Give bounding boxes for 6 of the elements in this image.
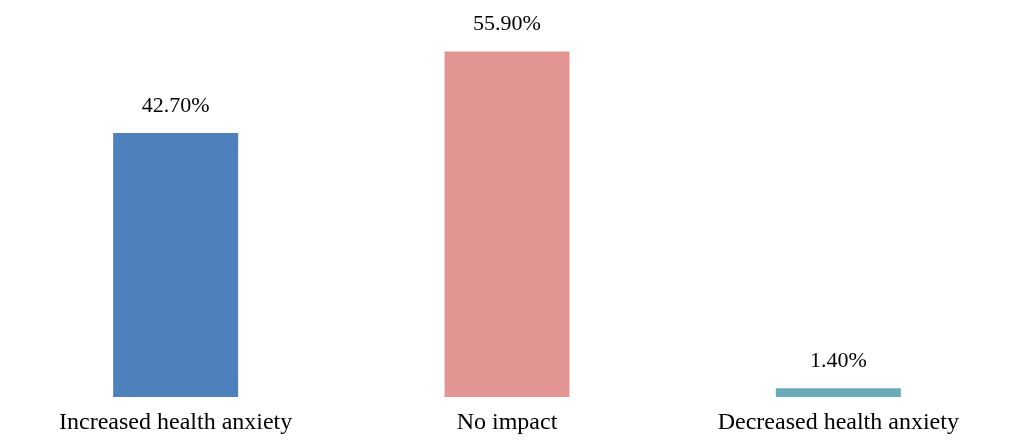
data-label: 1.40% (809, 347, 867, 373)
x-tick-label: Decreased health anxiety (717, 407, 959, 434)
x-tick-label: Increased health anxiety (59, 407, 293, 434)
x-tick-label: No impact (456, 407, 558, 434)
data-label: 55.90% (473, 10, 541, 36)
data-label: 42.70% (141, 92, 210, 118)
